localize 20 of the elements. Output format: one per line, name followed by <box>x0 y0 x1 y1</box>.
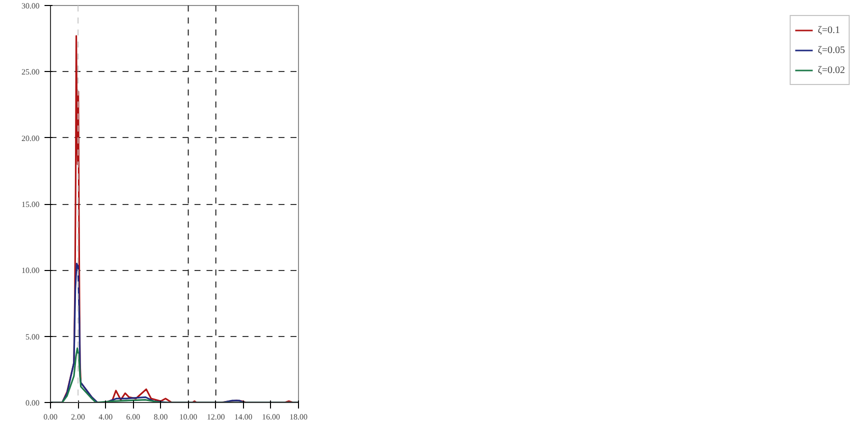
y-tick-label: 10.00 <box>22 266 40 276</box>
x-tick-label: 18.00 <box>290 412 308 422</box>
y-tick-label: 0.00 <box>26 398 40 408</box>
x-tick-label: 2.00 <box>71 412 86 422</box>
x-tick-label: 12.00 <box>206 412 225 422</box>
y-tick-label: 20.00 <box>22 134 40 143</box>
x-tick-label: 10.00 <box>179 412 198 422</box>
x-tick-label: 8.00 <box>154 412 168 422</box>
y-tick-label: 5.00 <box>26 332 40 342</box>
legend-label: ζ=0.02 <box>818 64 845 76</box>
x-tick-label: 0.00 <box>44 412 58 422</box>
legend-label: ζ=0.1 <box>818 24 840 36</box>
y-tick-label: 30.00 <box>22 2 40 10</box>
legend-label: ζ=0.05 <box>818 44 845 56</box>
y-tick-label: 25.00 <box>22 68 40 77</box>
x-tick-label: 6.00 <box>126 412 140 422</box>
x-tick-label: 16.00 <box>262 412 280 422</box>
y-tick-label: 15.00 <box>22 200 40 209</box>
x-tick-label: 4.00 <box>98 412 113 422</box>
x-tick-label: 14.00 <box>234 412 252 422</box>
